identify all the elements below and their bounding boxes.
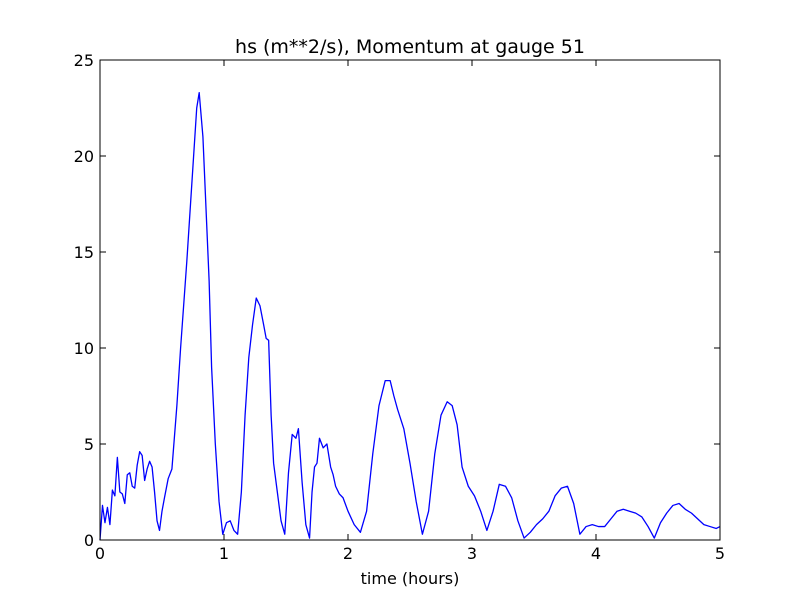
y-tick-label: 25 (74, 51, 94, 70)
y-tick-label: 0 (84, 531, 94, 550)
plot-background (100, 60, 720, 540)
y-tick-label: 20 (74, 147, 94, 166)
x-tick-label: 0 (95, 544, 105, 563)
y-tick-label: 5 (84, 435, 94, 454)
x-tick-label: 5 (715, 544, 725, 563)
y-tick-label: 15 (74, 243, 94, 262)
x-tick-label: 4 (591, 544, 601, 563)
plot-frame (99, 59, 721, 541)
x-tick-label: 3 (467, 544, 477, 563)
x-tick-label: 1 (219, 544, 229, 563)
x-tick-label: 2 (343, 544, 353, 563)
x-axis-label: time (hours) (361, 569, 460, 588)
momentum-series-line (99, 91, 721, 541)
y-tick-label: 10 (74, 339, 94, 358)
chart-title: hs (m**2/s), Momentum at gauge 51 (235, 36, 585, 58)
